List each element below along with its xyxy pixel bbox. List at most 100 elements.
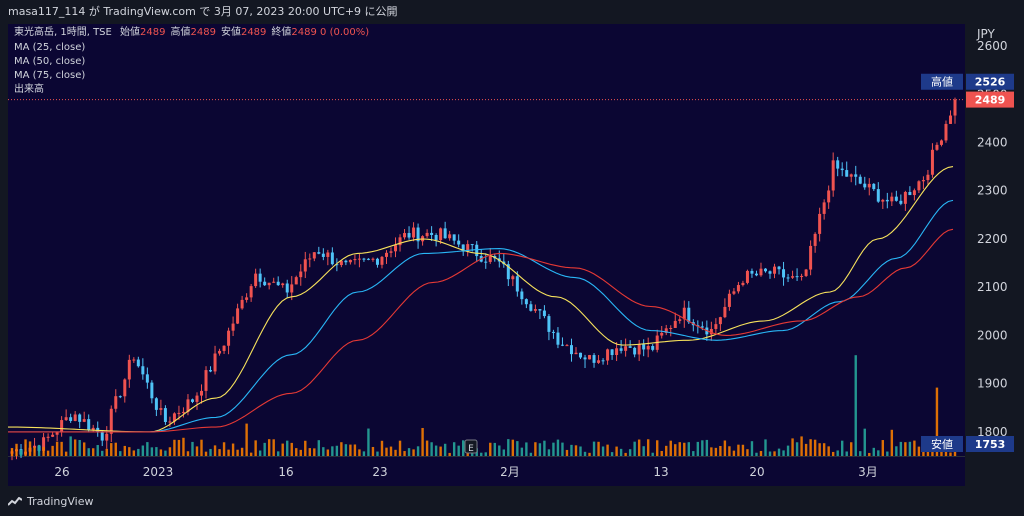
- candle-body: [254, 273, 258, 287]
- volume-bar: [701, 440, 704, 456]
- candle-body: [236, 308, 240, 324]
- chart-area[interactable]: 180019002000210022002300240025002600JPY2…: [8, 24, 1016, 486]
- candle-body: [903, 191, 907, 204]
- candle-body: [579, 352, 583, 358]
- volume-bar: [696, 441, 700, 456]
- volume-bar: [741, 444, 745, 456]
- volume-bar: [236, 449, 239, 456]
- volume-bar: [64, 451, 68, 456]
- candle-body: [272, 281, 276, 283]
- y-tick-label: 1900: [977, 377, 1008, 391]
- candle-body: [425, 232, 429, 237]
- candle-body: [398, 237, 402, 246]
- candle-body: [60, 420, 64, 432]
- candle-body: [849, 174, 853, 177]
- low-price-tag-label: 安値: [931, 437, 953, 451]
- legend-ohlc-value: 2489: [240, 27, 267, 38]
- candle-body: [921, 180, 925, 182]
- candle-body: [615, 348, 619, 356]
- volume-bar: [24, 439, 27, 456]
- y-tick-label: 2300: [977, 184, 1008, 198]
- volume-bar: [177, 439, 181, 456]
- candle-body: [412, 227, 416, 238]
- candle-body: [651, 346, 655, 350]
- volume-bar: [836, 450, 839, 456]
- candle-body: [145, 374, 149, 383]
- candle-body: [78, 414, 82, 422]
- candle-body: [926, 174, 930, 181]
- volume-bar: [87, 448, 90, 456]
- candle-body: [475, 244, 479, 257]
- volume-bar: [349, 444, 352, 456]
- candle-body: [565, 345, 569, 347]
- candle-body: [637, 344, 641, 355]
- candle-body: [506, 264, 510, 280]
- volume-bar: [295, 448, 298, 456]
- candle-body: [168, 421, 172, 423]
- candle-body: [150, 382, 154, 399]
- ma-line-75[interactable]: [8, 228, 954, 433]
- volume-bar: [78, 439, 81, 456]
- candle-body: [190, 399, 194, 402]
- earnings-marker-label[interactable]: E: [468, 444, 474, 454]
- volume-bar: [15, 443, 18, 456]
- volume-bar: [448, 452, 451, 456]
- candle-body: [777, 266, 781, 270]
- volume-bar: [114, 442, 117, 456]
- y-tick-label: 1800: [977, 425, 1008, 439]
- volume-bar: [281, 443, 284, 456]
- volume-bar: [574, 445, 578, 456]
- time-axis[interactable]: [8, 456, 965, 486]
- volume-bar: [859, 451, 862, 456]
- legend-ohlc-item: 安値2489: [221, 27, 266, 38]
- candle-body: [389, 251, 393, 253]
- tradingview-logo[interactable]: TradingView: [7, 495, 93, 508]
- candle-body: [520, 291, 524, 300]
- candle-body: [136, 359, 140, 367]
- candle-body: [624, 346, 628, 351]
- candle-body: [529, 304, 533, 311]
- volume-bar: [407, 448, 411, 456]
- volume-bar: [322, 447, 325, 456]
- candle-body: [177, 412, 181, 414]
- volume-bar: [746, 449, 749, 456]
- candle-body: [303, 259, 307, 272]
- volume-bar: [831, 451, 835, 456]
- candle-body: [619, 348, 623, 351]
- candle-body: [484, 261, 488, 263]
- candle-body: [633, 347, 637, 355]
- candle-body: [159, 408, 163, 410]
- volume-bar: [502, 449, 506, 456]
- legend-symbol-row: 東光高岳, 1時間, TSE 始値2489 高値2489 安値2489 終値2489 …: [14, 26, 369, 40]
- legend-ma50[interactable]: MA (50, close): [14, 56, 86, 67]
- volume-bar: [430, 442, 433, 456]
- volume-bar: [128, 447, 131, 456]
- volume-bar: [678, 442, 681, 456]
- ma-line-25[interactable]: [8, 166, 954, 433]
- candle-body: [132, 359, 136, 361]
- candle-body: [448, 234, 452, 239]
- earnings-marker[interactable]: [464, 439, 478, 454]
- volume-bar: [628, 449, 632, 456]
- candle-body: [682, 307, 686, 320]
- chart-plot[interactable]: 180019002000210022002300240025002600JPY2…: [8, 24, 1016, 486]
- candle-body: [845, 170, 849, 177]
- candle-body: [276, 281, 280, 286]
- candle-body: [560, 344, 564, 346]
- volume-bar: [186, 451, 190, 456]
- legend-volume[interactable]: 出来高: [14, 84, 44, 95]
- ma-line-50[interactable]: [8, 199, 954, 433]
- volume-bar: [380, 440, 384, 456]
- candle-body: [606, 349, 610, 361]
- legend-ohlc-item: 終値2489: [271, 27, 316, 38]
- legend-ma25[interactable]: MA (25, close): [14, 42, 86, 53]
- volume-bar: [507, 439, 510, 456]
- candle-body: [953, 99, 957, 116]
- volume-bar: [818, 443, 821, 456]
- legend-ohlc-value: 2489: [190, 27, 216, 38]
- legend-ma75[interactable]: MA (75, close): [14, 70, 86, 81]
- candle-body: [813, 233, 817, 246]
- candle-body: [290, 284, 294, 293]
- volume-bar: [218, 449, 221, 456]
